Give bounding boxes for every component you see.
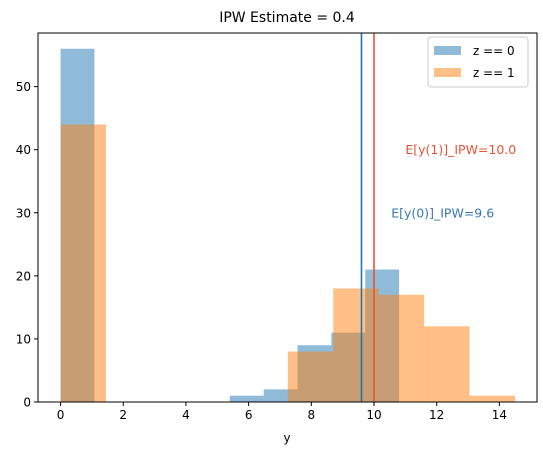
x-tick-label: 0 (57, 408, 65, 422)
legend-swatch-0 (434, 46, 461, 55)
x-tick-label: 12 (429, 408, 444, 422)
histogram-bar-series-0 (229, 395, 264, 402)
chart-title: IPW Estimate = 0.4 (219, 10, 355, 26)
y-tick-label: 20 (16, 269, 31, 283)
y-tick-label: 50 (16, 80, 31, 94)
histogram-bar-series-1 (287, 351, 334, 402)
x-tick-label: 14 (492, 408, 507, 422)
legend-label-1: z == 1 (473, 66, 515, 80)
y-tick-label: 40 (16, 143, 31, 157)
x-tick-label: 6 (245, 408, 253, 422)
y-tick-label: 10 (16, 332, 31, 346)
x-tick-label: 2 (119, 408, 127, 422)
y-axis: 0 10 20 30 40 50 (16, 80, 38, 410)
histogram-bar-series-1 (333, 288, 379, 402)
x-tick-label: 4 (182, 408, 190, 422)
histogram-bar-series-1 (378, 294, 425, 402)
histogram-bar-series-1 (469, 395, 516, 402)
x-tick-label: 10 (366, 408, 381, 422)
x-axis-label: y (283, 431, 290, 445)
x-axis: 0 2 4 6 8 10 12 14 (57, 402, 507, 422)
x-tick-label: 8 (308, 408, 316, 422)
y-tick-label: 0 (23, 396, 31, 410)
y-tick-label: 30 (16, 206, 31, 220)
annotation-text-0: E[y(1)]_IPW=10.0 (405, 142, 516, 157)
histogram-bar-series-1 (60, 124, 107, 403)
legend-swatch-1 (434, 68, 461, 77)
plot-frame (37, 32, 538, 403)
legend-label-0: z == 0 (473, 44, 515, 58)
plot-area: E[y(1)]_IPW=10.0 E[y(0)]_IPW=9.6 (37, 32, 538, 403)
annotation-text-1: E[y(0)]_IPW=9.6 (391, 205, 494, 220)
legend: z == 0 z == 1 (427, 36, 529, 88)
histogram-bar-series-1 (424, 326, 470, 402)
